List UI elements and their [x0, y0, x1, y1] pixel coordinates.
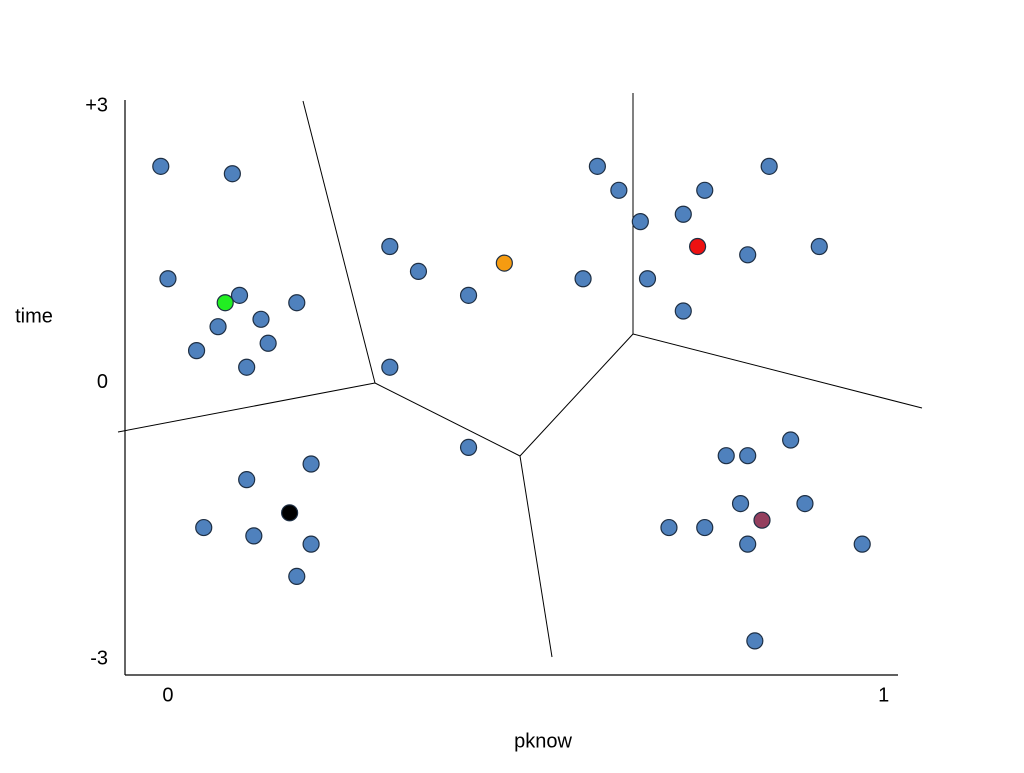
point	[739, 535, 757, 553]
boundary	[302, 100, 376, 384]
point	[495, 254, 513, 272]
boundary	[519, 333, 634, 457]
point	[853, 535, 871, 553]
point	[281, 504, 299, 522]
y-axis-title: time	[15, 305, 53, 327]
point	[409, 262, 428, 280]
point	[238, 358, 256, 376]
point	[696, 181, 714, 199]
point	[152, 157, 170, 175]
point	[753, 511, 771, 529]
boundary	[374, 382, 521, 457]
point	[638, 270, 657, 288]
point	[209, 318, 227, 336]
point	[195, 518, 213, 537]
point	[288, 294, 306, 312]
point	[288, 567, 306, 586]
point	[674, 302, 692, 320]
point	[731, 495, 750, 513]
point	[696, 518, 714, 537]
cell-boundaries	[117, 93, 923, 658]
point	[631, 213, 649, 231]
point	[259, 334, 277, 352]
point	[588, 157, 606, 175]
point	[688, 237, 707, 256]
point	[216, 294, 234, 312]
point	[223, 165, 241, 183]
point	[159, 270, 177, 288]
point	[381, 237, 399, 256]
point	[459, 438, 478, 456]
point	[238, 471, 256, 489]
point	[230, 286, 249, 304]
point	[674, 205, 692, 223]
point	[746, 632, 764, 650]
x-tick-label: 0	[162, 684, 173, 706]
y-tick-label: 0	[97, 371, 108, 393]
boundary	[632, 333, 923, 409]
boundary	[519, 455, 553, 658]
point	[187, 342, 206, 360]
point	[717, 447, 735, 465]
point	[760, 157, 778, 175]
point	[245, 527, 263, 545]
point	[302, 455, 320, 473]
y-tick-label: -3	[90, 648, 108, 670]
point	[610, 181, 628, 199]
point	[302, 535, 320, 553]
boundary	[117, 382, 376, 433]
point	[796, 495, 814, 513]
point	[381, 358, 399, 376]
point	[574, 270, 592, 288]
y-tick-label: +3	[85, 95, 108, 117]
point	[252, 310, 270, 328]
x-tick-label: 1	[878, 684, 889, 706]
point	[739, 447, 757, 465]
point	[810, 237, 828, 256]
point	[459, 286, 478, 304]
point	[782, 431, 800, 449]
point	[660, 518, 678, 537]
x-axis-title: pknow	[514, 730, 572, 752]
point	[739, 246, 757, 264]
